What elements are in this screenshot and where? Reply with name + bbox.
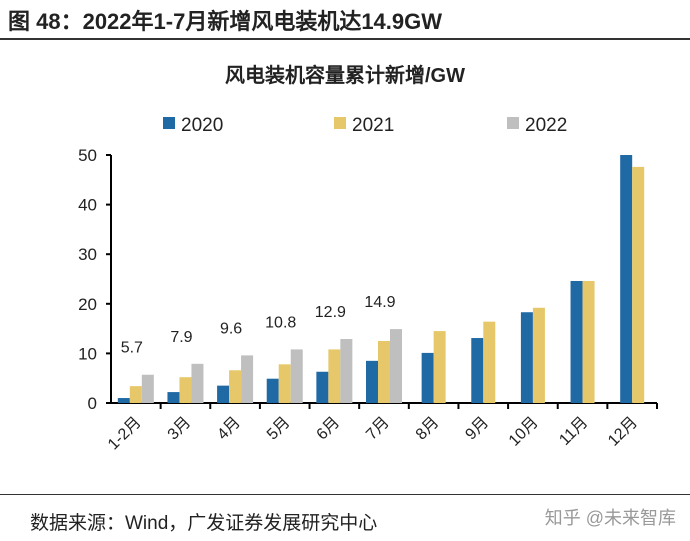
bar-2020-7月	[366, 360, 378, 403]
bar-2020-5月	[266, 378, 279, 403]
bar-2020-11月	[570, 280, 583, 403]
x-tick-label: 11月	[556, 414, 591, 449]
x-tick-label: 8月	[413, 414, 443, 444]
data-label: 7.9	[170, 329, 192, 346]
y-tick-label: 10	[78, 344, 97, 363]
bar-2020-1-2月	[117, 398, 130, 403]
data-label: 10.8	[265, 314, 296, 331]
chart-title: 风电装机容量累计新增/GW	[225, 63, 465, 87]
bar-2021-7月	[378, 341, 390, 403]
legend-swatch-2021	[334, 117, 346, 129]
bar-2022-6月	[340, 339, 353, 403]
bar-2021-10月	[532, 307, 545, 403]
x-tick-label: 5月	[264, 414, 294, 444]
source-note: 数据来源：Wind，广发证券发展研究中心	[30, 513, 378, 534]
watermark: 知乎 @未来智库	[544, 508, 676, 528]
bar-2022-1-2月	[141, 374, 154, 403]
legend-label-2021: 2021	[352, 115, 394, 136]
x-tick-label: 6月	[314, 414, 344, 444]
y-tick-label: 50	[78, 146, 97, 165]
bar-2021-6月	[328, 349, 341, 403]
bar-2020-10月	[520, 312, 533, 403]
data-label: 9.6	[220, 320, 242, 337]
bottom-rule	[0, 494, 690, 495]
bar-2020-8月	[421, 352, 434, 403]
top-rule	[0, 38, 690, 40]
legend-label-2022: 2022	[525, 115, 567, 136]
x-tick-label: 3月	[165, 414, 195, 444]
y-tick-label: 40	[78, 196, 97, 215]
x-tick-label: 1-2月	[105, 414, 145, 454]
bar-2021-8月	[433, 331, 446, 403]
bar-2022-7月	[390, 329, 402, 403]
legend-swatch-2020	[163, 117, 175, 129]
bar-2020-6月	[316, 371, 329, 403]
legend-label-2020: 2020	[181, 115, 223, 136]
bar-2020-4月	[217, 385, 230, 403]
bar-2022-4月	[241, 355, 254, 403]
bar-2021-1-2月	[129, 386, 142, 403]
x-tick-label: 4月	[214, 414, 244, 444]
data-label: 14.9	[364, 294, 395, 311]
bar-2021-12月	[632, 166, 645, 403]
y-tick-label: 30	[78, 245, 97, 264]
bar-2020-3月	[167, 392, 180, 403]
figure-title: 图 48：2022年1-7月新增风电装机达14.9GW	[8, 9, 443, 34]
bar-2021-4月	[229, 370, 242, 403]
x-tick-label: 7月	[363, 414, 393, 444]
y-tick-label: 20	[78, 295, 97, 314]
x-tick-label: 9月	[462, 414, 492, 444]
bar-2021-5月	[278, 364, 291, 403]
x-tick-label: 10月	[506, 414, 542, 450]
bar-2021-3月	[179, 377, 192, 403]
x-tick-label: 12月	[605, 414, 641, 450]
y-tick-label: 0	[88, 394, 97, 413]
bar-2021-9月	[483, 321, 496, 403]
bar-2022-5月	[290, 349, 303, 403]
bar-2021-11月	[582, 280, 595, 403]
bar-2022-3月	[191, 363, 204, 403]
bar-2020-9月	[471, 338, 484, 403]
data-label: 12.9	[315, 304, 346, 321]
data-label: 5.7	[121, 340, 143, 357]
bar-chart: 风电装机容量累计新增/GW 2020 2021 2022 0 10 20 30 40 50 1-2月…	[78, 63, 658, 454]
bar-2020-12月	[620, 155, 633, 403]
legend-swatch-2022	[507, 117, 519, 129]
